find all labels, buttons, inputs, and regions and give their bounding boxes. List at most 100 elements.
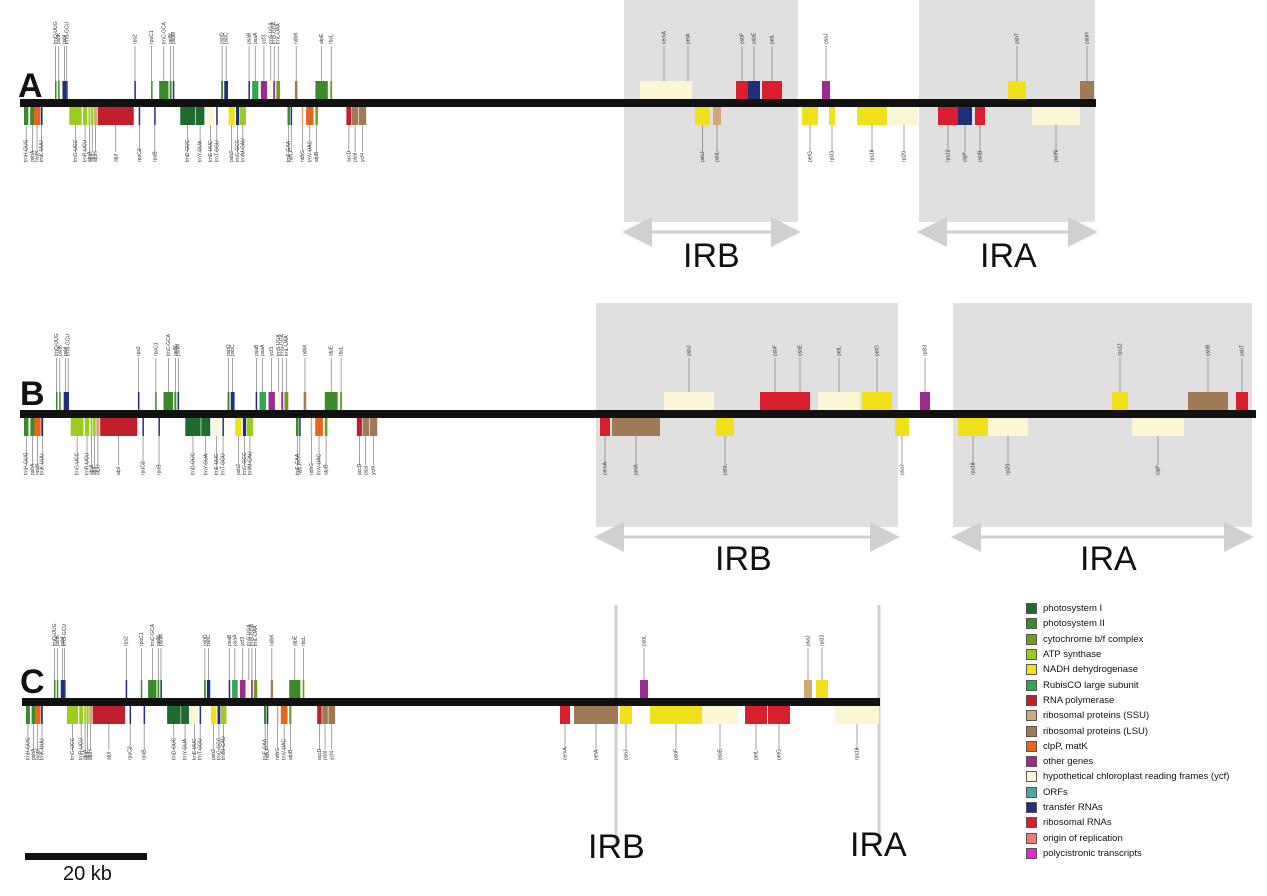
gene-label: rbcL (329, 34, 335, 44)
gene-label: petA (634, 464, 640, 475)
gene-block (829, 107, 835, 125)
gene-label: trnK-UUU (39, 140, 45, 162)
gene-block (317, 706, 322, 724)
legend-item: ribosomal proteins (LSU) (1026, 723, 1262, 738)
gene-label: trnD-GUC (190, 452, 196, 475)
legend-label: ribosomal RNAs (1043, 817, 1112, 829)
gene-block (1132, 418, 1184, 436)
gene-label: petA (686, 33, 692, 44)
gene-label: petG (808, 151, 814, 162)
gene-block (1188, 392, 1228, 410)
gene-label: psbH (1085, 32, 1091, 44)
legend-item: hypothetical chloroplast reading frames … (1026, 769, 1262, 784)
gene-label: psaA (260, 344, 266, 356)
gene-block (24, 418, 29, 436)
gene-block (289, 680, 301, 698)
gene-block (938, 107, 958, 125)
gene-block (206, 107, 215, 125)
gene-block (79, 706, 84, 724)
genome-backbone (20, 99, 1096, 107)
legend-swatch (1026, 649, 1037, 661)
panel-letter: A (18, 67, 43, 105)
gene-label: psbC (206, 634, 212, 646)
gene-block (172, 81, 175, 99)
gene-block (82, 107, 88, 125)
gene-label: psbJ (687, 345, 693, 356)
irb-label: IRB (588, 828, 645, 866)
gene-label: atpE (292, 635, 298, 646)
gene-label: atpF (90, 152, 96, 162)
gene-label: trnE-UUC (192, 738, 198, 760)
gene-label: atpA (87, 151, 93, 162)
legend-item: ribosomal proteins (SSU) (1026, 708, 1262, 723)
gene-block (818, 392, 860, 410)
gene-label: atpI (116, 467, 122, 475)
gene-label: ndhK (294, 32, 300, 44)
gene-label: trnH-GUG (24, 139, 30, 162)
gene-block (26, 706, 30, 724)
gene-label: ycf3 (240, 637, 246, 646)
gene-block (276, 81, 281, 99)
gene-label: psaI (353, 153, 359, 162)
gene-block (640, 680, 648, 698)
gene-block (748, 81, 760, 99)
gene-label: atpB (288, 749, 294, 760)
gene-block (277, 392, 280, 410)
gene-label: psbZ (229, 151, 235, 162)
gene-label: trnC-GCA (161, 21, 167, 44)
gene-block (920, 392, 930, 410)
legend-item: RNA polymerase (1026, 693, 1262, 708)
legend-swatch (1026, 817, 1037, 829)
gene-label: trnK-UUU (40, 453, 46, 475)
gene-label: psbD (220, 32, 226, 44)
gene-label: psbM (176, 344, 182, 356)
gene-label: rpoC1 (139, 632, 145, 646)
gene-block (157, 680, 160, 698)
gene-label: trnS-GCU (64, 22, 70, 44)
gene-block (290, 107, 293, 125)
gene-block (227, 392, 230, 410)
gene-label: trnY-GUA (198, 140, 204, 162)
legend-label: hypothetical chloroplast reading frames … (1043, 771, 1230, 783)
gene-block (191, 706, 198, 724)
gene-label: cemA (662, 31, 668, 44)
legend-label: origin of replication (1043, 832, 1123, 844)
gene-block (142, 418, 144, 436)
gene-label: trnY-GUA (183, 738, 189, 760)
gene-label: atpE (319, 33, 325, 44)
gene-label: trnE-UUC (214, 453, 220, 475)
gene-label: rpl20 (1006, 464, 1012, 475)
gene-label: trnC-GCA (166, 333, 172, 356)
gene-block (212, 418, 221, 436)
gene-block (324, 418, 328, 436)
gene-label: atpE (329, 345, 335, 356)
gene-label: psbE (798, 344, 804, 356)
legend-item: ATP synthase (1026, 647, 1262, 662)
gene-block (289, 706, 292, 724)
gene-block (56, 680, 59, 698)
gene-block (34, 706, 41, 724)
gene-label: trnQ-UUG (52, 623, 58, 646)
gene-block (328, 706, 336, 724)
gene-block (70, 418, 84, 436)
ira-label: IRA (980, 237, 1037, 275)
gene-block (177, 392, 180, 410)
legend-label: ORFs (1043, 786, 1068, 798)
gene-label: psbF (674, 749, 680, 760)
gene-block (228, 680, 231, 698)
gene-label: psbD (226, 344, 232, 356)
legend-swatch (1026, 756, 1037, 768)
legend-item: polycistronic transcripts (1026, 846, 1262, 861)
gene-block (369, 418, 378, 436)
gene-block (64, 680, 66, 698)
gene-block (24, 107, 29, 125)
gene-block (330, 81, 333, 99)
gene-block (302, 680, 305, 698)
gene-label: trnF-GAA (295, 453, 301, 475)
gene-block (713, 107, 721, 125)
gene-label: atpI (113, 154, 119, 162)
gene-block (90, 418, 93, 436)
gene-label: trnQ-UUG (54, 333, 60, 356)
gene-label: psbF (740, 33, 746, 44)
gene-block (63, 392, 68, 410)
